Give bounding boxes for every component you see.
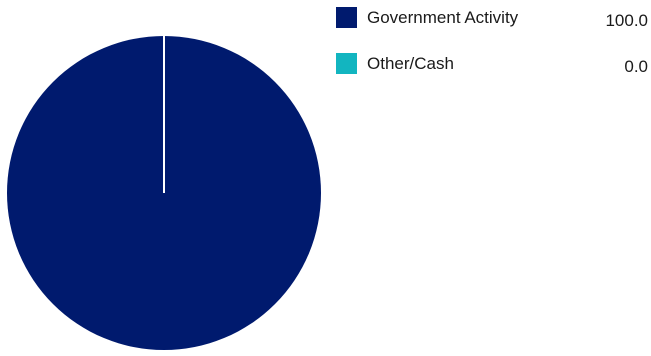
legend-value-government-activity: 100.0	[605, 11, 648, 30]
legend-label-other-cash: Other/Cash	[367, 54, 454, 73]
legend-item-other-cash: Other/Cash 0.0	[336, 52, 648, 76]
legend-swatch-government-activity	[336, 7, 357, 28]
legend: Government Activity 100.0 Other/Cash 0.0	[336, 6, 648, 98]
legend-value-other-cash: 0.0	[624, 57, 648, 76]
legend-label-government-activity: Government Activity	[367, 8, 519, 27]
pie-chart	[7, 36, 321, 350]
legend-item-government-activity: Government Activity 100.0	[336, 6, 648, 30]
legend-swatch-other-cash	[336, 53, 357, 74]
